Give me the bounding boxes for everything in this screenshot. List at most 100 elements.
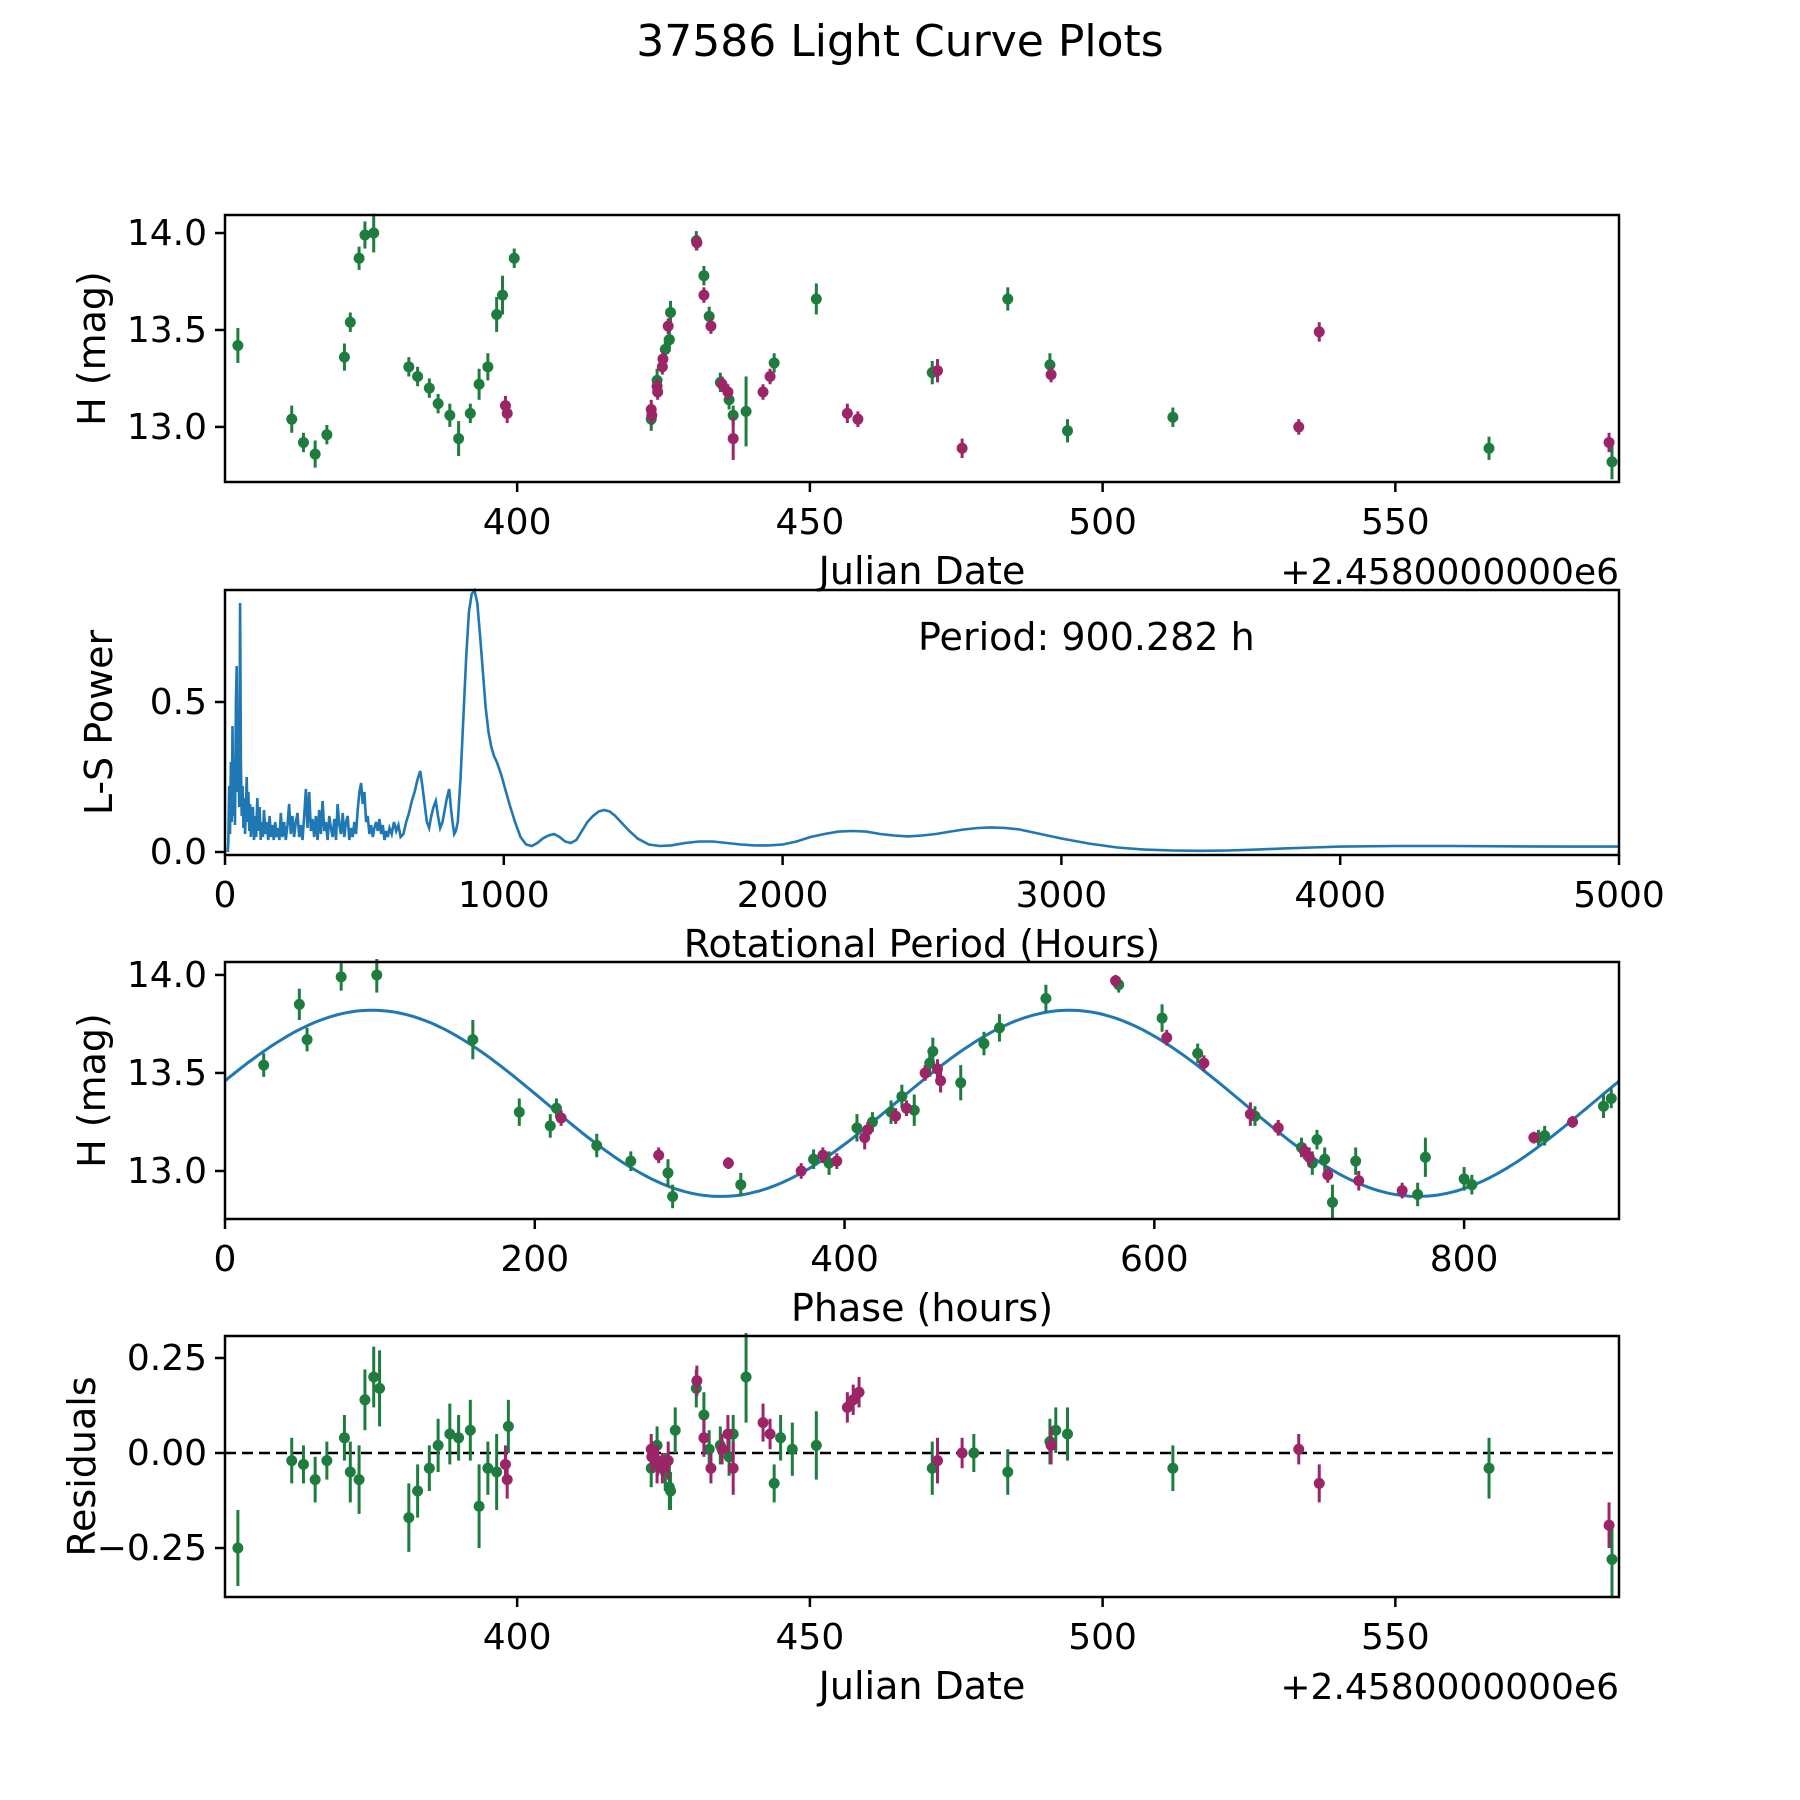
x-tick-label: 450 — [776, 1617, 845, 1658]
x-tick-label: 5000 — [1573, 875, 1665, 916]
data-point — [786, 1443, 798, 1455]
data-point — [491, 308, 503, 320]
data-point — [432, 1439, 444, 1451]
data-point — [662, 1167, 674, 1179]
data-point — [698, 1432, 710, 1444]
data-point — [722, 386, 734, 398]
data-point — [955, 1077, 967, 1089]
x-tick-label: 0 — [214, 1239, 237, 1280]
data-point — [852, 413, 864, 425]
data-point — [453, 1432, 465, 1444]
data-point — [667, 1190, 679, 1202]
data-point — [841, 407, 853, 419]
data-point — [669, 1424, 681, 1436]
data-point — [353, 252, 365, 264]
y-tick-label: 14.0 — [127, 213, 207, 254]
data-point — [258, 1059, 270, 1071]
data-point — [335, 971, 347, 983]
data-point — [1539, 1130, 1551, 1142]
y-tick-label: 0.5 — [150, 682, 207, 723]
data-point — [757, 1417, 769, 1429]
data-point — [1044, 359, 1056, 371]
x-tick-label: 500 — [1068, 1617, 1137, 1658]
jd-light-curve: 400 450 500 550 13.0 13.5 14.0 Julian Date +2.45… — [70, 213, 1621, 593]
data-point — [740, 1371, 752, 1383]
data-point — [1061, 425, 1073, 437]
data-point — [853, 1386, 865, 1398]
data-point — [656, 1462, 668, 1474]
data-point — [473, 378, 485, 390]
figure-title: 37586 Light Curve Plots — [636, 16, 1164, 67]
x-tick-label: 4000 — [1294, 875, 1386, 916]
data-point — [1313, 1477, 1325, 1489]
data-point — [698, 270, 710, 282]
data-point — [359, 1394, 371, 1406]
data-point — [698, 289, 710, 301]
ls-periodogram: 0 1000 2000 3000 4000 5000 0.0 0.5 Rotational Pe… — [77, 587, 1665, 966]
data-point — [501, 407, 513, 419]
jd-light-curve-ticks: 400 450 500 550 13.0 13.5 14.0 — [127, 213, 1430, 543]
data-point — [1466, 1179, 1478, 1191]
data-point — [1293, 1443, 1305, 1455]
data-point — [841, 1401, 853, 1413]
data-point — [374, 1382, 386, 1394]
data-point — [338, 1432, 350, 1444]
data-point — [727, 433, 739, 445]
data-point — [1528, 1132, 1540, 1144]
data-point — [555, 1112, 567, 1124]
data-point — [810, 1439, 822, 1451]
data-point — [464, 1424, 476, 1436]
data-point — [768, 357, 780, 369]
x-tick-label: 600 — [1120, 1239, 1189, 1280]
data-point — [286, 1455, 298, 1467]
data-point — [499, 1458, 511, 1470]
data-point — [764, 1428, 776, 1440]
x-tick-label: 2000 — [737, 875, 829, 916]
x-tick-label: 200 — [500, 1239, 569, 1280]
data-point — [1303, 1151, 1315, 1163]
data-point — [473, 1500, 485, 1512]
residuals-ticks: 400 450 500 550 −0.25 0.00 0.25 — [97, 1338, 1430, 1658]
phase-folded-curve-x-axis-label: Phase (hours) — [791, 1286, 1053, 1330]
data-point — [344, 1466, 356, 1478]
data-point — [1050, 1424, 1062, 1436]
ls-periodogram-axes-frame — [223, 588, 1621, 857]
data-point — [497, 289, 509, 301]
data-point — [423, 382, 435, 394]
data-point — [1045, 1439, 1057, 1451]
data-point — [896, 1090, 908, 1102]
data-point — [691, 1375, 703, 1387]
y-tick-label: 13.5 — [127, 1053, 207, 1094]
jd-light-curve-y-axis-label: H (mag) — [70, 271, 114, 426]
jd-light-curve-x-offset-label: +2.4580000000e6 — [1280, 552, 1619, 593]
data-point — [453, 433, 465, 445]
data-point — [757, 386, 769, 398]
data-point — [657, 353, 669, 365]
ls-periodogram-plot-area — [226, 587, 1619, 853]
data-point — [919, 1067, 931, 1079]
data-point — [862, 1124, 874, 1136]
data-point — [691, 237, 703, 249]
data-point — [301, 1034, 313, 1046]
data-point — [1311, 1134, 1323, 1146]
data-point — [705, 1462, 717, 1474]
data-point — [403, 361, 415, 373]
data-point — [764, 371, 776, 383]
data-point — [432, 398, 444, 410]
data-point — [727, 1462, 739, 1474]
data-point — [1350, 1155, 1362, 1167]
data-point — [1606, 1553, 1618, 1565]
data-point — [968, 1447, 980, 1459]
data-point — [1598, 1100, 1610, 1112]
data-point — [368, 1371, 380, 1383]
data-point — [727, 409, 739, 421]
data-point — [1603, 436, 1615, 448]
ls-periodogram-y-axis-label: L-S Power — [77, 629, 121, 815]
data-point — [703, 310, 715, 322]
jd-light-curve-x-axis-label: Julian Date — [817, 549, 1026, 593]
data-point — [508, 252, 520, 264]
data-point — [444, 409, 456, 421]
data-point — [444, 1428, 456, 1440]
data-point — [716, 1443, 728, 1455]
